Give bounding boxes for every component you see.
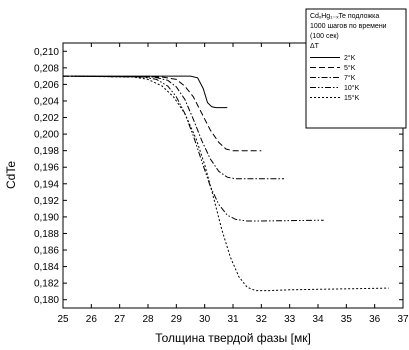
legend-title-line: ΔT — [310, 43, 320, 50]
x-tick-label: 27 — [114, 314, 126, 325]
legend-entry: 2°K — [344, 54, 356, 62]
y-tick-label: 0,206 — [34, 80, 59, 91]
y-tick-label: 0,202 — [34, 113, 59, 124]
series-line-3 — [62, 75, 324, 222]
y-tick-label: 0,204 — [34, 96, 59, 107]
x-axis: 25 26 27 28 29 30 31 32 33 34 35 36 37 — [57, 43, 409, 325]
x-tick-label: 25 — [57, 314, 69, 325]
x-tick-label: 26 — [86, 314, 98, 325]
y-tick-label: 0,190 — [34, 212, 59, 223]
x-tick-label: 30 — [199, 314, 211, 325]
y-tick-label: 0,184 — [34, 262, 59, 273]
series-group — [62, 75, 389, 292]
x-tick-label: 31 — [227, 314, 239, 325]
x-tick-label: 32 — [256, 314, 268, 325]
y-tick-label: 0,194 — [34, 179, 59, 190]
y-tick-label: 0,182 — [34, 279, 59, 290]
x-tick-label: 29 — [171, 314, 183, 325]
x-axis-label: Толщина твердой фазы [мк] — [155, 331, 311, 345]
legend-entry: 15°K — [344, 94, 360, 102]
y-tick-label: 0,198 — [34, 146, 59, 157]
x-tick-label: 36 — [369, 314, 381, 325]
y-tick-label: 0,180 — [34, 295, 59, 306]
series-line-2 — [62, 75, 284, 180]
series-line-1 — [62, 75, 262, 152]
x-tick-label: 35 — [341, 314, 353, 325]
legend-title-line: 1000 шагов по времени — [310, 23, 387, 30]
y-tick-label: 0,192 — [34, 196, 59, 207]
legend-title-line: CdₓHg₁₋ₓTe подложка — [310, 13, 379, 20]
y-tick-label: 0,186 — [34, 246, 59, 257]
x-tick-label: 37 — [397, 314, 409, 325]
y-tick-label: 0,200 — [34, 130, 59, 141]
legend-title-line: (100 сек) — [310, 33, 339, 40]
y-tick-label: 0,210 — [34, 47, 59, 58]
y-axis: 0,180 0,182 0,184 0,186 0,188 0,190 0,192 0,194… — [34, 47, 403, 306]
legend: CdₓHg₁₋ₓTe подложка 1000 шагов по времени… — [305, 8, 407, 129]
y-axis-label: CdTe — [4, 161, 18, 189]
legend-box — [305, 8, 407, 129]
series-line-0 — [63, 75, 228, 109]
y-tick-label: 0,188 — [34, 229, 59, 240]
x-tick-label: 34 — [312, 314, 324, 325]
x-tick-label: 28 — [142, 314, 154, 325]
legend-entry: 5°K — [344, 64, 356, 72]
y-tick-label: 0,196 — [34, 163, 59, 174]
legend-entry: 7°K — [344, 74, 356, 82]
y-tick-label: 0,208 — [34, 63, 59, 74]
x-tick-label: 33 — [284, 314, 296, 325]
series-line-4 — [62, 75, 389, 292]
legend-entry: 10°K — [344, 84, 360, 92]
